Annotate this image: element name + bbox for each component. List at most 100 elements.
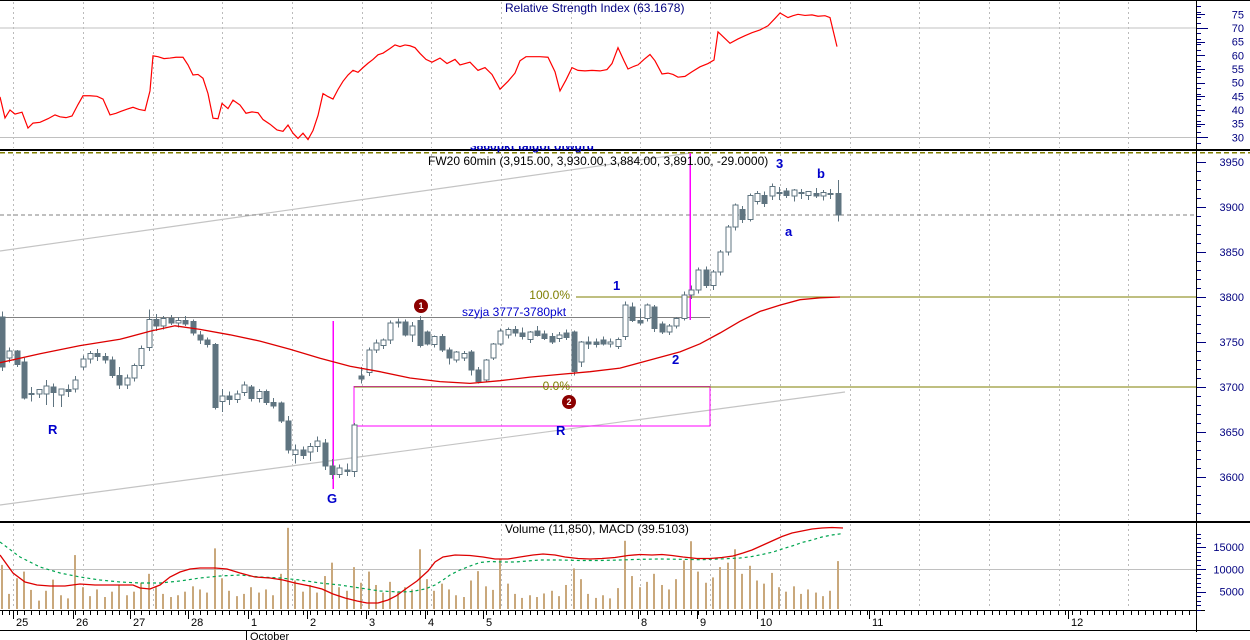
trendline[interactable]: [0, 152, 691, 252]
volume-bar: [1, 564, 3, 609]
candle-body-down: [417, 319, 424, 347]
month-label: October: [250, 631, 289, 640]
candle-body-down: [94, 353, 101, 357]
axis-tick-label: 5000: [1220, 587, 1244, 599]
candle-body-up: [146, 319, 153, 348]
axis-tick-label: 50: [1232, 78, 1244, 90]
candle-body-up: [234, 393, 241, 401]
candle-body-down: [402, 321, 409, 336]
neckline-label: szyja 3777-3780pkt: [462, 305, 567, 319]
volume-bar: [272, 595, 274, 609]
candle: [622, 301, 629, 341]
numbered-badge-1[interactable]: 1: [414, 299, 428, 313]
volume-bar: [587, 593, 589, 609]
day-label: 28: [191, 617, 203, 629]
rsi-panel[interactable]: [0, 2, 1196, 148]
wave-label-R: R: [556, 423, 566, 438]
candle-body-up: [87, 353, 94, 360]
axis-tick-label: 30: [1232, 132, 1244, 144]
candle: [424, 330, 431, 346]
candle: [607, 338, 614, 348]
candle-body-up: [556, 334, 563, 339]
day-label: 2: [310, 617, 316, 629]
candle: [28, 387, 35, 402]
candle: [747, 193, 754, 222]
price-panel[interactable]: [0, 151, 1250, 521]
volume-bar: [16, 578, 18, 609]
volume-bar: [192, 586, 194, 609]
macd-signal-line: [0, 532, 844, 593]
rsi-line: [0, 12, 838, 141]
candle: [219, 388, 226, 413]
volume-bar: [140, 582, 142, 609]
candle: [497, 328, 504, 346]
candle-body-up: [673, 318, 680, 327]
candle: [578, 341, 585, 368]
volume-bar: [170, 597, 172, 609]
volume-bar: [529, 595, 531, 609]
volume-bar: [23, 571, 25, 609]
candle: [563, 329, 570, 341]
candle-body-up: [666, 325, 673, 333]
candle: [409, 322, 416, 342]
candle-body-down: [424, 331, 431, 345]
volume-bar: [250, 587, 252, 609]
candle: [146, 309, 153, 351]
candle: [681, 291, 688, 321]
candle-body-up: [461, 353, 468, 359]
volume-bar: [741, 573, 743, 609]
volume-bar: [404, 587, 406, 609]
volume-bar: [411, 589, 413, 609]
volume-bar: [309, 584, 311, 609]
price-panel-title: FW20 60min (3,915.00, 3,930.00, 3,884.00…: [428, 154, 769, 168]
wave-label-R: R: [48, 422, 58, 437]
candle: [300, 446, 307, 459]
candle: [666, 324, 673, 335]
volume-bar: [617, 588, 619, 609]
candle-body-up: [607, 341, 614, 345]
candle-body-up: [6, 350, 13, 359]
candle-body-up: [798, 192, 805, 195]
volume-bar: [595, 597, 597, 609]
volume-bar: [346, 590, 348, 609]
volume-bar: [734, 549, 736, 609]
volume-bar: [492, 589, 494, 609]
numbered-badge-2[interactable]: 2: [562, 395, 576, 409]
separator-rsi-price: [0, 149, 1250, 151]
trendline[interactable]: [0, 391, 846, 506]
candle: [248, 385, 255, 402]
volume-bar: [697, 571, 699, 609]
candle-body-down: [102, 355, 109, 361]
candle-body-down: [204, 339, 211, 346]
candle-body-up: [615, 338, 622, 347]
volume-bar: [837, 561, 839, 609]
candle: [322, 439, 329, 470]
candle: [344, 463, 351, 477]
candle-body-down: [168, 318, 175, 324]
volume-bar: [206, 592, 208, 609]
candle: [329, 459, 336, 479]
day-label: 27: [133, 617, 145, 629]
axis-tick-label: 15000: [1213, 542, 1244, 554]
candle-body-down: [329, 465, 336, 475]
candle: [637, 308, 644, 325]
candle-body-down: [703, 269, 710, 286]
candle: [80, 355, 87, 370]
volume-bar: [353, 567, 355, 609]
candle: [373, 339, 380, 353]
candle-body-up: [725, 226, 732, 253]
candle: [212, 342, 219, 410]
candle-body-up: [431, 336, 438, 346]
volume-bar: [551, 590, 553, 609]
volume-bar: [360, 582, 362, 609]
volume-bar: [536, 597, 538, 609]
volume-bar: [30, 589, 32, 609]
candle-body-down: [322, 442, 329, 467]
volume-panel[interactable]: [0, 524, 1196, 609]
volume-bar: [375, 584, 377, 609]
candle: [615, 337, 622, 350]
candle: [490, 342, 497, 360]
axis-tick-label: 75: [1232, 9, 1244, 21]
